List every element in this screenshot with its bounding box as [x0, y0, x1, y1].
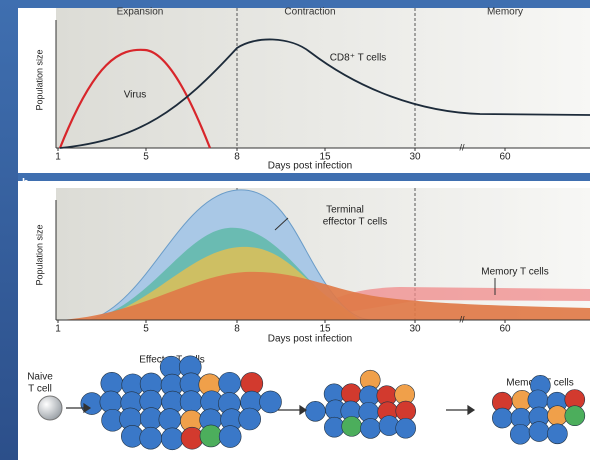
cell [161, 428, 183, 450]
x-tick-label: 60 [499, 152, 511, 163]
cell [140, 427, 162, 449]
x-tick-label: 30 [409, 324, 421, 335]
cell [547, 406, 567, 426]
plot-area [56, 8, 590, 148]
cell [529, 422, 549, 442]
x-tick-label: 1 [55, 324, 61, 335]
cell [180, 391, 202, 413]
cell [324, 417, 344, 437]
area-label: effector T cells [323, 217, 387, 228]
x-tick-label: 5 [143, 152, 149, 163]
x-tick-label: 60 [499, 324, 511, 335]
cell [305, 401, 325, 421]
cell-clusters [81, 356, 585, 450]
y-axis-label: Population size [34, 224, 44, 285]
x-tick-label: 8 [234, 324, 240, 335]
area-label: Terminal [326, 205, 364, 216]
curve-label: CD8⁺ T cells [330, 53, 387, 64]
phase-label: Memory [487, 7, 523, 18]
phase-label: Contraction [284, 7, 335, 18]
cell [239, 408, 261, 430]
cell [510, 424, 530, 444]
x-tick-label: 8 [234, 152, 240, 163]
axis-break: // [459, 314, 465, 324]
x-axis-label: Days post infection [268, 334, 353, 345]
x-tick-label: 5 [143, 324, 149, 335]
cell [547, 424, 567, 444]
side-strip [0, 0, 18, 460]
cell [341, 384, 361, 404]
panel-label: a [22, 6, 29, 18]
phase-label: Expansion [117, 7, 164, 18]
x-tick-label: 30 [409, 152, 421, 163]
naive-cell [38, 396, 62, 420]
cell [219, 372, 241, 394]
cell [361, 418, 381, 438]
area-label: Memory T cells [481, 267, 548, 278]
cell [219, 426, 241, 448]
x-tick-label: 1 [55, 152, 61, 163]
cell [342, 416, 362, 436]
x-axis-label: Days post infection [268, 161, 353, 172]
axis-break: // [459, 142, 465, 152]
y-axis-label: Population size [34, 49, 44, 110]
cell-label: Naive [27, 372, 53, 383]
curve-label: Virus [124, 90, 147, 101]
mid-strip [18, 173, 590, 181]
cell [181, 427, 203, 449]
cell [159, 409, 181, 431]
cell [200, 425, 222, 447]
cell-label: T cell [28, 384, 52, 395]
figure: a b Expansion Contraction Memory Populat… [0, 0, 590, 460]
cell [565, 406, 585, 426]
cell [492, 408, 512, 428]
cell [396, 418, 416, 438]
panel-label: b [22, 177, 29, 189]
